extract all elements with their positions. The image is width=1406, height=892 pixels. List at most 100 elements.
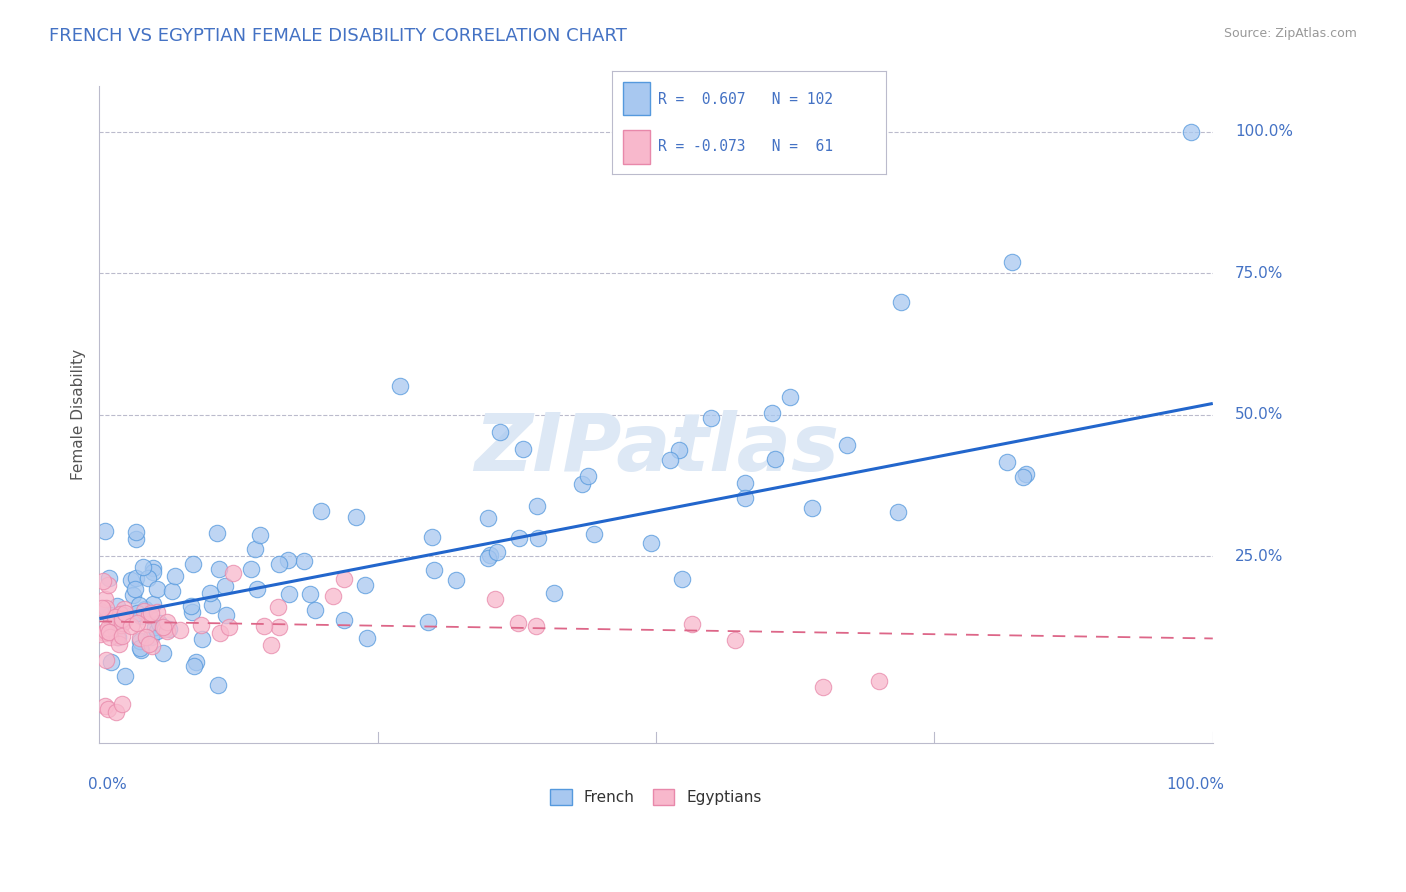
Point xyxy=(108,637,131,651)
Point xyxy=(190,632,212,647)
Point xyxy=(97,621,120,635)
Point xyxy=(508,615,530,630)
Point xyxy=(180,605,202,619)
Point xyxy=(89,604,111,618)
Point xyxy=(105,630,128,644)
Point xyxy=(146,582,169,597)
Point xyxy=(477,551,499,566)
Point xyxy=(120,618,142,632)
Point xyxy=(152,646,174,660)
Point xyxy=(779,390,801,404)
Point xyxy=(136,571,159,585)
Point xyxy=(183,658,205,673)
Point xyxy=(1015,467,1038,481)
Point xyxy=(416,615,439,629)
Point xyxy=(124,582,146,596)
Point xyxy=(91,601,114,615)
Point xyxy=(146,605,169,619)
Point xyxy=(100,612,122,626)
Point xyxy=(134,601,156,615)
Point xyxy=(94,591,117,606)
Point xyxy=(129,608,152,623)
Point xyxy=(125,571,148,585)
Point xyxy=(344,510,367,524)
Point xyxy=(356,632,378,646)
Point xyxy=(112,601,135,615)
Point xyxy=(201,598,224,612)
Point xyxy=(183,557,205,571)
Point xyxy=(111,697,134,711)
Point xyxy=(811,680,834,694)
Point xyxy=(127,606,149,620)
Point xyxy=(995,455,1018,469)
Bar xyxy=(623,81,650,115)
Point xyxy=(260,638,283,652)
Point xyxy=(246,582,269,596)
Point xyxy=(571,477,593,491)
Point xyxy=(267,620,290,634)
Point xyxy=(218,620,240,634)
Point xyxy=(208,562,231,576)
Point xyxy=(734,491,756,505)
Point xyxy=(152,620,174,634)
Point xyxy=(527,532,550,546)
Point xyxy=(478,548,501,562)
Point xyxy=(129,643,152,657)
Text: R = -0.073   N =  61: R = -0.073 N = 61 xyxy=(658,139,834,154)
Point xyxy=(89,627,111,641)
Point xyxy=(222,566,245,581)
Point xyxy=(700,411,723,425)
Point xyxy=(298,587,321,601)
Point xyxy=(129,640,152,655)
Point xyxy=(267,599,290,614)
Point xyxy=(105,599,128,614)
Point xyxy=(94,624,117,638)
Point xyxy=(214,579,236,593)
Point xyxy=(121,588,143,602)
Point xyxy=(112,608,135,623)
Point xyxy=(249,528,271,542)
Point xyxy=(160,583,183,598)
Point xyxy=(887,505,910,519)
Point xyxy=(136,616,159,631)
Point xyxy=(141,640,163,654)
Point xyxy=(138,636,160,650)
Text: 0.0%: 0.0% xyxy=(89,777,127,792)
Point xyxy=(129,631,152,645)
Legend: French, Egyptians: French, Egyptians xyxy=(544,783,768,811)
Point xyxy=(243,542,266,557)
Text: 25.0%: 25.0% xyxy=(1234,549,1284,564)
Point xyxy=(681,617,703,632)
Point xyxy=(333,613,356,627)
Point xyxy=(142,565,165,579)
Point xyxy=(98,630,121,644)
Point xyxy=(512,442,534,456)
Point xyxy=(110,618,132,632)
Point xyxy=(143,620,166,634)
Point xyxy=(156,615,179,630)
Point xyxy=(125,525,148,540)
Text: 100.0%: 100.0% xyxy=(1234,124,1294,139)
Point xyxy=(105,705,128,719)
Point xyxy=(91,574,114,588)
Y-axis label: Female Disability: Female Disability xyxy=(72,350,86,481)
Point xyxy=(94,601,117,615)
Point xyxy=(868,673,890,688)
Point xyxy=(1001,255,1024,269)
Point xyxy=(309,504,332,518)
Point xyxy=(200,586,222,600)
Point xyxy=(125,615,148,630)
Point xyxy=(190,617,212,632)
Point xyxy=(659,452,682,467)
Point xyxy=(292,554,315,568)
Point xyxy=(763,451,786,466)
Point xyxy=(138,607,160,622)
Text: 50.0%: 50.0% xyxy=(1234,408,1284,422)
Point xyxy=(111,615,134,630)
Point xyxy=(142,561,165,575)
Point xyxy=(156,624,179,638)
Text: 75.0%: 75.0% xyxy=(1234,266,1284,281)
Point xyxy=(157,622,180,636)
Point xyxy=(267,558,290,572)
Point xyxy=(207,526,229,541)
